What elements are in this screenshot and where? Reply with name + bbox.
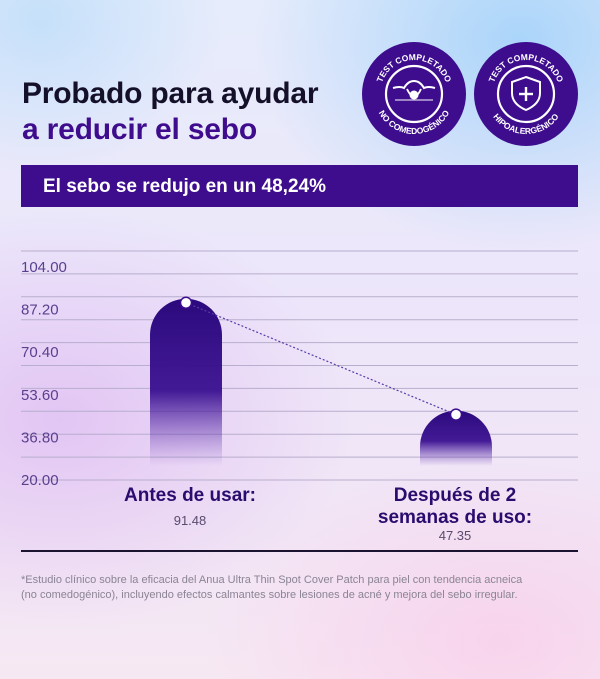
data-point-1 [449,408,463,421]
y-tick-label: 104.00 [21,259,67,276]
result-banner-text: El sebo se redujo en un 48,24% [43,176,326,197]
footnote: *Estudio clínico sobre la eficacia del A… [21,574,523,601]
y-axis-ticks: 104.00 87.20 70.40 53.60 36.80 20.00 [21,259,67,489]
bar-0 [150,298,222,466]
non-comedogenic-badge: TEST COMPLETADO NO COMEDOGÉNICO [362,42,466,146]
chart-grid [21,250,578,481]
title-line-2: a reducir el sebo [22,113,258,146]
connector [179,296,463,421]
bars [150,298,492,466]
y-tick-label: 36.80 [21,429,59,446]
y-tick-label: 53.60 [21,387,59,404]
shield-plus-icon [511,75,541,112]
category-label-before: Antes de usar: [124,485,256,506]
value-label-after: 47.35 [438,528,472,543]
divider [21,550,578,552]
value-label-before: 91.48 [173,513,207,528]
data-point-0 [179,296,193,309]
title-line-1: Probado para ayudar [22,77,319,110]
y-tick-label: 20.00 [21,472,59,489]
hypoallergenic-badge: TEST COMPLETADO HIPOALERGÉNICO [474,42,578,146]
skin-pore-icon [392,79,436,101]
sebum-chart: 104.00 87.20 70.40 53.60 36.80 20.00 [21,250,578,489]
category-label-after: Después de 2 semanas de uso: [377,485,533,528]
result-banner: El sebo se redujo en un 48,24% [21,165,578,207]
y-tick-label: 87.20 [21,302,59,319]
bar-1 [420,410,492,466]
page-title: Probado para ayudar a reducir el sebo [22,76,318,148]
connector-line [185,302,457,416]
y-tick-label: 70.40 [21,344,59,361]
